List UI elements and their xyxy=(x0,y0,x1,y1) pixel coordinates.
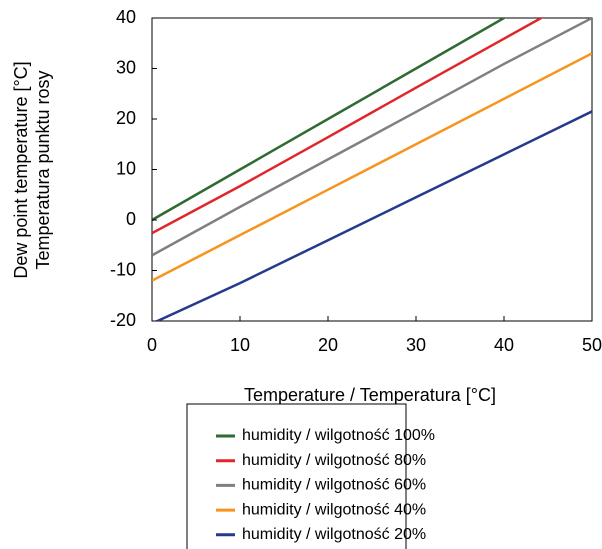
y-axis-title: Dew point temperature [°C] Temperatura p… xyxy=(11,61,53,278)
y-tick-label: 20 xyxy=(116,108,136,128)
series-line xyxy=(152,18,544,235)
legend-label: humidity / wilgotność 60% xyxy=(242,477,426,494)
x-tick-label: 10 xyxy=(230,335,250,355)
y-tick-label: -10 xyxy=(110,259,136,279)
y-label-line: Temperatura punktu rosy xyxy=(33,70,53,269)
y-tick-label: 10 xyxy=(116,158,136,178)
y-tick-label: -20 xyxy=(110,310,136,330)
y-tick-label: 30 xyxy=(116,57,136,77)
legend-label: humidity / wilgotność 80% xyxy=(242,452,426,469)
legend-label: humidity / wilgotność 100% xyxy=(242,427,435,444)
series-line xyxy=(154,110,592,321)
x-tick-label: 30 xyxy=(406,335,426,355)
x-tick-label: 40 xyxy=(494,335,514,355)
y-label-line: Dew point temperature [°C] xyxy=(11,61,31,278)
legend-label: humidity / wilgotność 20% xyxy=(242,526,426,543)
series-line xyxy=(152,18,507,222)
x-tick-label: 0 xyxy=(147,335,157,355)
x-tick-label: 50 xyxy=(582,335,602,355)
series-line xyxy=(152,52,592,282)
x-tick-label: 20 xyxy=(318,335,338,355)
y-tick-label: 40 xyxy=(116,7,136,27)
legend-box xyxy=(186,403,407,549)
plot-area xyxy=(152,18,592,321)
series-line xyxy=(152,18,592,257)
legend-label: humidity / wilgotność 40% xyxy=(242,501,426,518)
plot-frame xyxy=(151,17,593,322)
y-tick-label: 0 xyxy=(126,209,136,229)
x-axis-title: Temperature / Temperatura [°C] xyxy=(244,385,496,405)
legend: humidity / wilgotność 100% humidity / wil… xyxy=(216,427,435,543)
